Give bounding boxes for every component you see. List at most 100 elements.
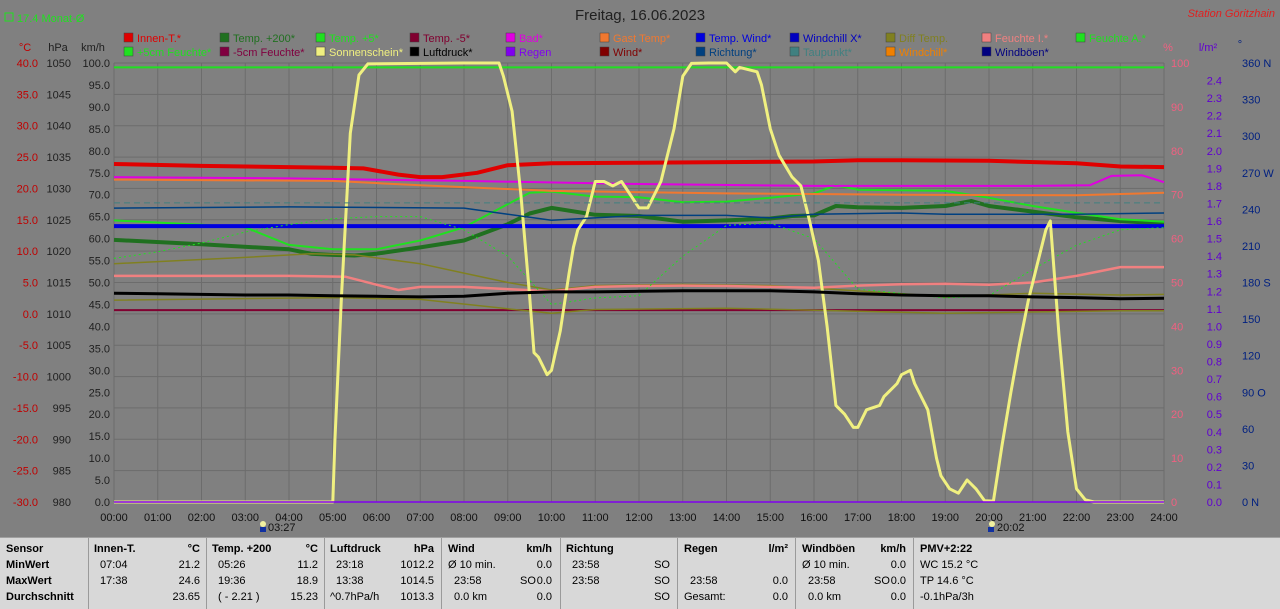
legend-swatch xyxy=(219,32,230,43)
tick-label-rain: 0.9 xyxy=(1207,339,1222,351)
stats-windboeen: Windböen km/h Ø 10 min. 0.0 23:58 SO 0.0… xyxy=(802,538,906,609)
legend-item-label[interactable]: Richtung* xyxy=(709,47,757,59)
stats-regen-total-label: Gesamt: xyxy=(684,591,726,603)
series-line-0 xyxy=(113,158,1165,180)
tick-label-time: 22:00 xyxy=(1063,512,1091,524)
tick-label-time: 14:00 xyxy=(713,512,741,524)
legend-swatch xyxy=(789,32,800,43)
stats-boeen-unit: km/h xyxy=(880,543,906,555)
tick-label-time: 04:00 xyxy=(275,512,303,524)
tick-label-time: 01:00 xyxy=(144,512,172,524)
tick-label-direction: 120 xyxy=(1242,351,1260,363)
legend-item-label[interactable]: Diff Temp. xyxy=(899,33,948,45)
sunset-icon xyxy=(988,527,994,532)
stats-luft-min-value: 1012.2 xyxy=(400,559,434,571)
legend-item-label[interactable]: +5cm Feuchte* xyxy=(137,47,212,59)
tick-label-direction: 60 xyxy=(1242,424,1254,436)
stats-luft-max-time: 13:38 xyxy=(336,575,364,587)
tick-label-hpa: 995 xyxy=(53,403,71,415)
legend-item-label[interactable]: Temp. -5* xyxy=(423,33,471,45)
legend-swatch xyxy=(505,46,516,57)
tick-label-percent: 30 xyxy=(1171,365,1183,377)
legend-item-label[interactable]: Sonnenschein* xyxy=(329,47,404,59)
stats-temp-min-value: 11.2 xyxy=(297,559,318,571)
tick-label-time: 21:00 xyxy=(1019,512,1047,524)
series-group xyxy=(113,61,1165,504)
tick-label-time: 18:00 xyxy=(888,512,916,524)
legend-swatch xyxy=(789,46,800,57)
tick-label-hpa: 980 xyxy=(53,497,71,509)
stats-luft-unit: hPa xyxy=(413,543,434,555)
sunset-time: 20:02 xyxy=(997,522,1025,534)
sun-icon xyxy=(260,521,266,527)
unit-degree: ° xyxy=(1238,39,1242,51)
legend-swatch xyxy=(599,32,610,43)
tick-label-rain: 1.1 xyxy=(1207,304,1222,316)
stats-wind-distance: 0.0 km xyxy=(454,591,488,603)
legend-item-label[interactable]: Bad* xyxy=(519,33,544,45)
legend-item-label[interactable]: Windchill X* xyxy=(803,33,862,45)
tick-label-kmh: 10.0 xyxy=(89,453,110,465)
stats-temp-max-time: 19:36 xyxy=(218,575,246,587)
stats-luft-trend: ^0.7hPa/h xyxy=(330,591,380,603)
stats-innen-unit: °C xyxy=(187,543,200,555)
legend-item-label[interactable]: -5cm Feuchte* xyxy=(233,47,305,59)
tick-label-percent: 70 xyxy=(1171,190,1183,202)
stats-luft-title: Luftdruck xyxy=(330,543,381,555)
tick-label-kmh: 65.0 xyxy=(89,212,110,224)
stats-luftdruck: Luftdruck hPa 23:18 1012.2 13:38 1014.5 … xyxy=(330,538,434,609)
series-line-13 xyxy=(113,289,1165,301)
stats-wind-unit: km/h xyxy=(526,543,552,555)
series-line-2 xyxy=(113,184,1165,251)
tick-label-rain: 1.5 xyxy=(1207,234,1222,246)
tick-label-rain: 2.0 xyxy=(1207,146,1222,158)
tick-label-kmh: 90.0 xyxy=(89,102,110,114)
monthly-average[interactable]: 17.4 Monat-Ø xyxy=(4,12,85,25)
stats-wind: Wind km/h Ø 10 min. 0.0 23:58 SO 0.0 0.0… xyxy=(448,538,552,609)
stats-pmv-dewpoint: TP 14.6 °C xyxy=(920,575,974,587)
legend-item-label[interactable]: Windchill* xyxy=(899,47,948,59)
chart-title: Freitag, 16.06.2023 xyxy=(575,7,705,24)
legend-item-label[interactable]: Regen xyxy=(519,47,551,59)
legend-item-label[interactable]: Windböen* xyxy=(995,47,1050,59)
stats-richtung-min-time: 23:58 xyxy=(572,559,600,571)
stats-temp-avg-extra: ( - 2.21 ) xyxy=(218,591,260,603)
legend-item-label[interactable]: Temp. Wind* xyxy=(709,33,772,45)
legend-item-label[interactable]: Gast Temp* xyxy=(613,33,671,45)
tick-label-rain: 1.6 xyxy=(1207,216,1222,228)
legend-item-label[interactable]: Innen-T.* xyxy=(137,33,182,45)
tick-label-direction: 300 xyxy=(1242,131,1260,143)
stats-regen-unit: l/m² xyxy=(768,543,788,555)
tick-label-time: 13:00 xyxy=(669,512,697,524)
legend-item-label[interactable]: Taupunkt* xyxy=(803,47,853,59)
station-name: Station Göritzhain xyxy=(1188,8,1275,20)
tick-label-kmh: 100.0 xyxy=(82,58,110,70)
legend-item-label[interactable]: Wind* xyxy=(613,47,643,59)
legend-swatch xyxy=(123,46,134,57)
unit-rain: l/m² xyxy=(1199,42,1218,54)
stats-regen-total: 0.0 xyxy=(772,591,788,603)
legend-swatch xyxy=(981,32,992,43)
tick-label-rain: 2.4 xyxy=(1207,76,1222,88)
tick-label-time: 19:00 xyxy=(931,512,959,524)
stats-wind-min-label: Ø 10 min. xyxy=(448,559,496,571)
tick-label-kmh: 75.0 xyxy=(89,168,110,180)
stats-boeen-max-dir: SO xyxy=(874,575,890,587)
stats-boeen-distance: 0.0 km xyxy=(808,591,842,603)
legend-item-label[interactable]: Temp. +200* xyxy=(233,33,296,45)
legend-item-label[interactable]: Feuchte I.* xyxy=(995,33,1049,45)
sunrise-marker: 03:27 xyxy=(260,521,296,534)
tick-label-time: 16:00 xyxy=(800,512,828,524)
legend-item-label[interactable]: Feuchte A.* xyxy=(1089,33,1147,45)
legend-item-label[interactable]: Luftdruck* xyxy=(423,47,473,59)
tick-label-kmh: 0.0 xyxy=(95,497,110,509)
statistics-panel: Sensor MinWert MaxWert Durchschnitt Inne… xyxy=(0,537,1280,609)
tick-label-time: 12:00 xyxy=(625,512,653,524)
tick-label-kmh: 80.0 xyxy=(89,146,110,158)
stats-wind-min-value: 0.0 xyxy=(536,559,552,571)
tick-label-time: 17:00 xyxy=(844,512,872,524)
tick-label-rain: 1.0 xyxy=(1207,321,1222,333)
legend-item-label[interactable]: Temp. +5* xyxy=(329,33,380,45)
tick-label-hpa: 1045 xyxy=(47,89,71,101)
unit-hpa: hPa xyxy=(48,42,68,54)
